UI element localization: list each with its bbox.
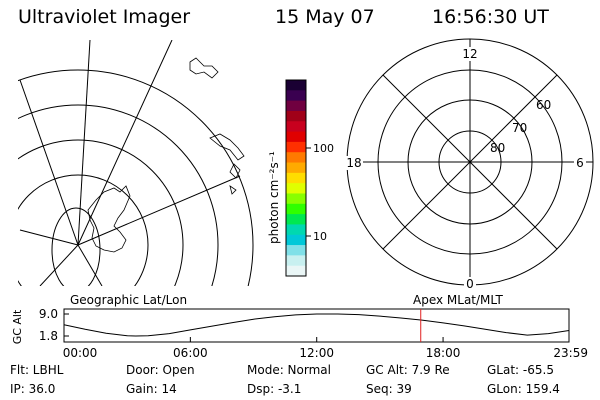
instrument-title: Ultraviolet Imager [18,6,191,28]
polar-diag-2 [382,74,558,250]
label-bg-18 [345,156,363,170]
coastline-island-2 [209,133,245,161]
colorbar-swatch [286,152,306,164]
colorbar-frame [285,79,307,277]
lat-circle-outer [18,69,254,286]
info-mode: Mode: Normal [247,363,331,377]
mlt-label-12: 12 [462,47,477,61]
colorbar-swatch [286,121,306,133]
polar-plot [346,38,594,286]
mlt-label-6: 6 [576,156,584,170]
info-filter: Flt: LBHL [10,363,64,377]
label-bg-0 [464,277,476,290]
info-glon: GLon: 159.4 [487,382,560,396]
meridian-4 [77,175,241,246]
alt-xtick-label: 18:00 [426,346,461,360]
label-bg-6 [574,156,586,170]
alt-xtick-label: 00:00 [63,346,98,360]
lat-label-80: 80 [490,141,505,155]
colorbar-swatch [286,245,306,256]
colorbar-swatch [286,162,306,174]
lat-circle-3 [18,139,184,286]
colorbar-swatch [286,265,306,277]
geographic-map [18,40,254,286]
colorbar-swatch [286,80,306,91]
coastline-island-3 [229,163,241,179]
colorbar-swatch [286,255,306,267]
coastline-island-1 [189,57,219,79]
meridian-5 [77,244,103,286]
colorbar-swatch [286,172,306,184]
colorbar [286,80,306,277]
meridian-1 [77,40,173,246]
lat-circle-4 [18,174,149,286]
colorbar-swatch [286,90,306,102]
mlt-label-18: 18 [346,156,361,170]
colorbar-swatch [286,203,306,215]
time-label: 16:56:30 UT [432,6,549,28]
colorbar-swatch [286,100,306,112]
colorbar-swatch [286,234,306,246]
info-gc-alt: GC Alt: 7.9 Re [366,363,450,377]
label-bg-12 [462,47,478,61]
alt-xtick-label: 23:59 [553,346,588,360]
colorbar-swatch [286,183,306,194]
info-ip: IP: 36.0 [10,382,56,396]
mlt-label-0: 0 [466,277,474,291]
colorbar-unit-label: photon cm⁻²s⁻¹ [267,151,281,244]
colorbar-swatch [286,110,306,122]
lat-label-60: 60 [536,98,551,112]
alt-ytick-label-1: 1.8 [39,329,58,343]
colorbar-swatch [286,224,306,236]
lat-label-70: 70 [512,121,527,135]
right-polar-caption: Apex MLat/MLT [413,293,503,307]
lat-circle-2 [18,104,219,286]
colorbar-swatch [286,131,306,143]
alt-ytick-label-9: 9.0 [39,307,58,321]
colorbar-tick-label-100: 100 [313,142,334,155]
alt-ylabel: GC Alt [11,309,24,344]
left-map-caption: Geographic Lat/Lon [70,293,187,307]
oval-contour [51,207,101,286]
meridian-6 [39,244,79,286]
info-door: Door: Open [126,363,195,377]
coastline-island-4 [229,185,237,195]
colorbar-swatch [286,214,306,225]
alt-xaxis: 00:00 06:00 12:00 18:00 23:59 [63,337,588,360]
meridian-2 [77,40,91,246]
alt-xtick-label: 06:00 [173,346,208,360]
colorbar-swatch [286,141,306,153]
colorbar-tick-label-10: 10 [313,230,327,243]
meridian-3 [19,79,79,246]
info-seq: Seq: 39 [366,382,412,396]
info-gain: Gain: 14 [126,382,177,396]
coastline-antarctica [87,185,131,253]
altitude-series-line [63,313,570,337]
colorbar-swatch [286,193,306,205]
date-label: 15 May 07 [275,6,375,28]
info-dsp: Dsp: -3.1 [247,382,302,396]
meridian-7 [19,229,79,246]
alt-xtick-label: 12:00 [299,346,334,360]
info-glat: GLat: -65.5 [487,363,554,377]
